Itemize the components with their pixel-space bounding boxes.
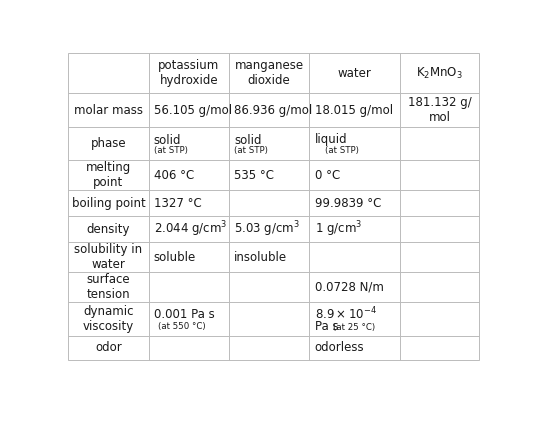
- Text: 0 °C: 0 °C: [314, 169, 340, 182]
- Text: boiling point: boiling point: [72, 197, 145, 210]
- Text: manganese
dioxide: manganese dioxide: [235, 59, 304, 87]
- Text: molar mass: molar mass: [74, 104, 143, 117]
- Text: odor: odor: [95, 342, 122, 354]
- Text: surface
tension: surface tension: [87, 273, 130, 301]
- Text: 0.001 Pa s: 0.001 Pa s: [154, 308, 215, 321]
- Text: 181.132 g/
mol: 181.132 g/ mol: [408, 96, 471, 124]
- Text: density: density: [87, 223, 130, 236]
- Text: (at 550 °C): (at 550 °C): [158, 322, 206, 331]
- Text: potassium
hydroxide: potassium hydroxide: [158, 59, 219, 87]
- Text: 99.9839 °C: 99.9839 °C: [314, 197, 381, 210]
- Text: soluble: soluble: [154, 251, 196, 264]
- Text: (at STP): (at STP): [154, 146, 188, 155]
- Text: 535 °C: 535 °C: [234, 169, 274, 182]
- Text: solid: solid: [234, 134, 262, 147]
- Text: (at STP): (at STP): [325, 146, 359, 155]
- Text: 56.105 g/mol: 56.105 g/mol: [154, 104, 232, 117]
- Text: 2.044 g/cm$^3$: 2.044 g/cm$^3$: [154, 219, 227, 239]
- Text: odorless: odorless: [314, 342, 364, 354]
- Text: 0.0728 N/m: 0.0728 N/m: [314, 281, 383, 294]
- Text: 18.015 g/mol: 18.015 g/mol: [314, 104, 393, 117]
- Text: 1 g/cm$^3$: 1 g/cm$^3$: [314, 219, 361, 239]
- Text: 86.936 g/mol: 86.936 g/mol: [234, 104, 312, 117]
- Text: (at STP): (at STP): [234, 146, 268, 155]
- Text: liquid: liquid: [314, 133, 347, 146]
- Text: water: water: [338, 67, 372, 80]
- Text: melting
point: melting point: [86, 161, 131, 189]
- Text: 5.03 g/cm$^3$: 5.03 g/cm$^3$: [234, 219, 300, 239]
- Text: Pa s: Pa s: [314, 320, 338, 333]
- Text: insoluble: insoluble: [234, 251, 287, 264]
- Text: 406 °C: 406 °C: [154, 169, 194, 182]
- Text: dynamic
viscosity: dynamic viscosity: [83, 305, 134, 333]
- Text: 1327 °C: 1327 °C: [154, 197, 201, 210]
- Text: solubility in
water: solubility in water: [74, 243, 143, 271]
- Text: solid: solid: [154, 134, 181, 147]
- Text: $8.9\times10^{-4}$: $8.9\times10^{-4}$: [314, 306, 376, 322]
- Text: K$_2$MnO$_3$: K$_2$MnO$_3$: [416, 66, 463, 81]
- Text: (at 25 °C): (at 25 °C): [333, 323, 375, 332]
- Text: phase: phase: [91, 137, 126, 150]
